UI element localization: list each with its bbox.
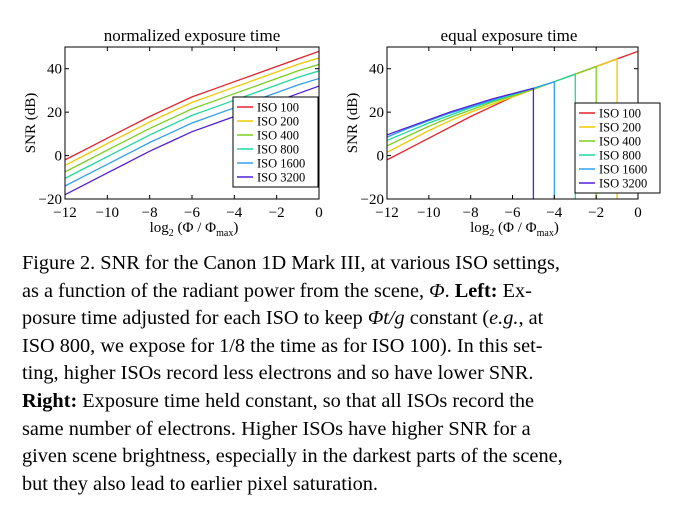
y-tick-label: 20 xyxy=(47,105,62,121)
figure: normalized exposure time−12 −10 −8 −6 −4 −2 0−… xyxy=(23,26,661,239)
x-tick-label: −2 xyxy=(588,205,604,221)
x-tick-label: −12 xyxy=(375,205,398,221)
chart-panel-right: equal exposure time−12 −10 −8 −6 −4 −2 0−20020… xyxy=(345,26,661,239)
caption-line-6: Right: Exposure time held constant, so t… xyxy=(22,389,535,412)
caption-line-8: given scene brightness, especially in th… xyxy=(22,445,563,468)
caption-line-9: but they also lead to earlier pixel satu… xyxy=(22,472,378,495)
y-tick-label: 20 xyxy=(369,105,384,121)
x-tick-label: −8 xyxy=(463,205,479,221)
y-tick-label: 0 xyxy=(377,149,385,165)
caption-line-5: ting, higher ISOs record less electrons … xyxy=(22,362,534,385)
x-tick-label: 0 xyxy=(315,205,323,221)
series-line-iso-100 xyxy=(65,50,319,161)
caption-right-label: Right: xyxy=(22,389,78,412)
legend-label: ISO 100 xyxy=(599,107,641,121)
y-tick-label: 40 xyxy=(369,62,384,78)
x-axis-label: log2 (Φ / Φmax) xyxy=(150,220,239,239)
series-line-iso-400 xyxy=(65,63,319,173)
legend-label: ISO 200 xyxy=(599,121,641,135)
y-axis-label: SNR (dB) xyxy=(23,93,39,153)
y-tick-label: −20 xyxy=(361,192,384,208)
figure-caption: Figure 2. SNR for the Canon 1D Mark III,… xyxy=(22,250,652,498)
x-tick-label: 0 xyxy=(634,205,642,221)
legend-label: ISO 200 xyxy=(257,115,299,129)
x-tick-label: −4 xyxy=(546,205,562,221)
x-tick-label: −2 xyxy=(269,205,285,221)
legend-label: ISO 800 xyxy=(257,143,299,157)
legend-label: ISO 400 xyxy=(599,135,641,149)
series-line-iso-1600 xyxy=(65,77,319,187)
series-line-iso-200 xyxy=(65,57,319,166)
caption-line-1: Figure 2. SNR for the Canon 1D Mark III,… xyxy=(22,252,560,274)
chart-title: equal exposure time xyxy=(441,26,578,45)
caption-line-3: posure time adjusted for each ISO to kee… xyxy=(22,307,544,330)
series-line-iso-3200 xyxy=(387,87,535,199)
legend-label: ISO 3200 xyxy=(599,177,647,191)
series-line-iso-800 xyxy=(387,73,576,199)
x-tick-label: −10 xyxy=(96,205,119,221)
y-tick-label: 40 xyxy=(47,62,62,78)
series-line-iso-800 xyxy=(65,70,319,179)
legend-label: ISO 100 xyxy=(257,101,299,115)
caption-left-label: Left: xyxy=(454,279,498,302)
legend-label: ISO 800 xyxy=(599,149,641,163)
x-tick-label: −4 xyxy=(226,205,242,221)
x-tick-label: −8 xyxy=(142,205,158,221)
x-tick-label: −6 xyxy=(505,205,521,221)
y-tick-label: −20 xyxy=(39,192,62,208)
y-tick-label: 0 xyxy=(55,149,63,165)
y-axis-label: SNR (dB) xyxy=(345,93,361,153)
legend-label: ISO 1600 xyxy=(599,163,647,177)
legend-label: ISO 3200 xyxy=(257,171,305,185)
series-line-iso-400 xyxy=(387,65,597,199)
x-tick-label: −10 xyxy=(417,205,440,221)
legend-label: ISO 400 xyxy=(257,129,299,143)
caption-line-4: ISO 800, we expose for 1/8 the time as f… xyxy=(22,334,543,357)
chart-panel-left: normalized exposure time−12 −10 −8 −6 −4 −2 0−… xyxy=(23,26,323,239)
x-tick-label: −6 xyxy=(184,205,200,221)
x-axis-label: log2 (Φ / Φmax) xyxy=(470,220,559,239)
legend-box xyxy=(232,96,319,188)
caption-line-2: as a function of the radiant power from … xyxy=(22,279,532,302)
legend-label: ISO 1600 xyxy=(257,157,305,171)
caption-line-7: same number of electrons. Higher ISOs ha… xyxy=(22,417,531,440)
chart-title: normalized exposure time xyxy=(104,26,281,45)
x-tick-label: −12 xyxy=(53,205,76,221)
series-line-iso-1600 xyxy=(387,80,555,199)
legend-box xyxy=(574,102,661,194)
